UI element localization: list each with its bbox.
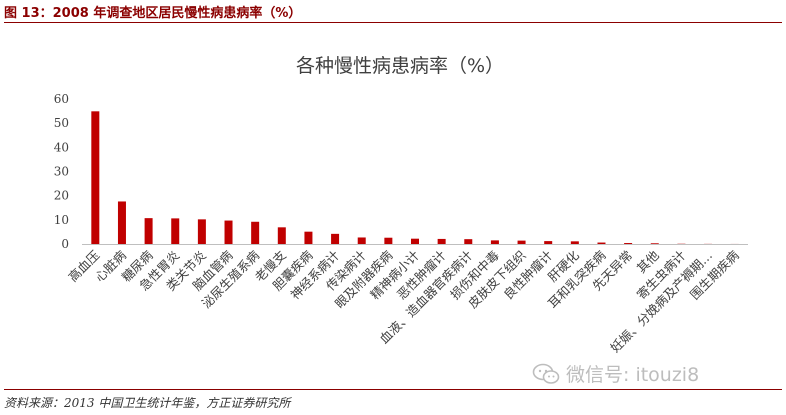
y-axis: 0 10 20 30 40 50 60 <box>54 92 69 251</box>
bar <box>224 220 233 244</box>
bar <box>251 221 260 244</box>
y-tick-label: 0 <box>61 237 69 251</box>
bar <box>357 237 366 244</box>
figure-title: 图 13：2008 年调查地区居民慢性病患病率（%） <box>4 6 302 21</box>
wechat-icon <box>532 363 560 384</box>
bar <box>144 218 153 244</box>
watermark-text: 微信号: itouzi8 <box>566 364 700 386</box>
chart-title: 各种慢性病患病率（%） <box>296 55 504 77</box>
bar <box>490 240 499 244</box>
bar <box>91 111 100 244</box>
bar <box>117 201 126 244</box>
bar <box>171 218 180 244</box>
source-divider <box>4 389 782 390</box>
source-note: 资料来源：2013 中国卫生统计年鉴，方正证券研究所 <box>4 396 291 410</box>
watermark: 微信号: itouzi8 <box>532 360 699 387</box>
bar <box>277 227 286 244</box>
y-tick-label: 40 <box>54 140 69 154</box>
bar <box>464 239 473 244</box>
bar <box>331 233 340 244</box>
x-axis-labels: 高血压心脏病糖尿病急性胃炎类关节炎脑血管病泌尿生殖系病老慢支胆囊疾病神经系病计传… <box>65 247 741 355</box>
bar <box>304 231 313 244</box>
bar <box>570 241 579 244</box>
title-divider <box>4 22 782 23</box>
bar <box>650 243 659 244</box>
bar <box>544 241 553 244</box>
bar <box>197 219 206 244</box>
y-tick-label: 60 <box>54 92 69 106</box>
bar <box>597 242 606 244</box>
bar <box>624 243 633 244</box>
bar <box>437 238 446 244</box>
bar <box>411 238 419 244</box>
bars <box>91 111 739 244</box>
y-tick-label: 20 <box>54 189 69 203</box>
y-tick-label: 30 <box>54 165 69 179</box>
bar <box>384 237 393 244</box>
bar <box>517 240 526 244</box>
bar-chart: 各种慢性病患病率（%） 0 10 20 30 40 50 60 高血压心脏病糖尿病急性胃炎类… <box>54 55 748 355</box>
y-tick-label: 10 <box>54 213 69 227</box>
y-tick-label: 50 <box>54 116 69 130</box>
